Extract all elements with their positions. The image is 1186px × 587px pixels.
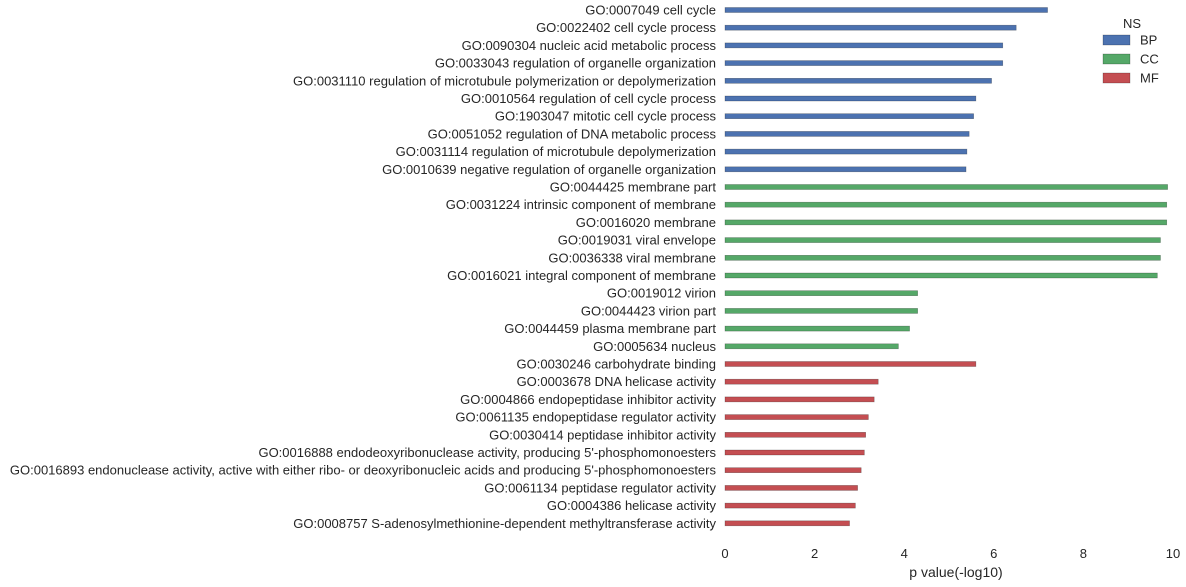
category-label: GO:0051052 regulation of DNA metabolic p… <box>428 126 717 141</box>
bar <box>724 184 1168 190</box>
category-label: GO:0036338 viral membrane <box>548 250 716 265</box>
category-label: GO:0030246 carbohydrate binding <box>517 357 716 372</box>
bar <box>724 148 968 155</box>
bar <box>724 42 1004 49</box>
bar <box>724 272 1158 279</box>
category-label: GO:0004386 helicase activity <box>547 498 717 513</box>
legend-title: NS <box>1123 16 1141 31</box>
legend-swatch <box>1102 53 1131 65</box>
legend-swatch <box>1102 72 1131 84</box>
category-label: GO:0033043 regulation of organelle organ… <box>435 56 716 71</box>
category-label: GO:0016888 endodeoxyribonuclease activit… <box>258 445 716 460</box>
bar <box>724 502 856 509</box>
x-tick-label: 4 <box>901 546 908 561</box>
category-label: GO:0010564 regulation of cell cycle proc… <box>461 91 717 106</box>
x-tick-label: 2 <box>811 546 818 561</box>
category-label: GO:0061134 peptidase regulator activity <box>484 480 716 495</box>
x-tick-label: 0 <box>721 546 728 561</box>
category-label: GO:0005634 nucleus <box>593 339 716 354</box>
bar <box>724 95 977 102</box>
category-label: GO:0010639 negative regulation of organe… <box>382 162 716 177</box>
bar <box>724 78 992 84</box>
bar <box>724 290 918 297</box>
x-axis-label: p value(-log10) <box>909 564 1002 580</box>
bar <box>724 166 967 173</box>
category-label: GO:0030414 peptidase inhibitor activity <box>489 427 716 442</box>
category-label: GO:0044423 virion part <box>581 303 717 318</box>
bar <box>724 201 1168 208</box>
category-label: GO:0019012 virion <box>607 286 716 301</box>
bars-layer <box>724 7 1168 527</box>
category-label: GO:0003678 DNA helicase activity <box>517 374 717 389</box>
category-label: GO:1903047 mitotic cell cycle process <box>495 109 717 124</box>
bar <box>724 520 850 527</box>
bar <box>724 60 1004 66</box>
bar <box>724 24 1017 31</box>
category-label: GO:0016893 endonuclease activity, active… <box>10 463 717 478</box>
x-axis-ticks: 0 2 4 6 8 10 <box>721 546 1180 561</box>
legend-swatch <box>1102 34 1131 46</box>
x-tick-label: 6 <box>990 546 997 561</box>
legend: NS BP CC MF <box>1102 16 1159 86</box>
category-labels: GO:0007049 cell cycle GO:0022402 cell cyc… <box>10 3 717 531</box>
category-label: GO:0090304 nucleic acid metabolic proces… <box>462 38 717 53</box>
bar <box>724 467 862 474</box>
bar <box>724 7 1048 13</box>
bar <box>724 343 899 350</box>
bar <box>724 308 918 314</box>
bar <box>724 325 910 332</box>
bar <box>724 131 970 137</box>
category-label: GO:0031224 intrinsic component of membra… <box>446 197 716 212</box>
bar <box>724 396 875 403</box>
category-label: GO:0019031 viral envelope <box>558 233 716 248</box>
legend-label: BP <box>1140 33 1157 48</box>
bar <box>724 219 1168 226</box>
category-label: GO:0016021 integral component of membran… <box>447 268 716 283</box>
category-label: GO:0008757 S-adenosylmethionine-dependen… <box>293 516 716 531</box>
legend-label: MF <box>1140 71 1159 86</box>
category-label: GO:0044425 membrane part <box>550 180 717 195</box>
category-label: GO:0004866 endopeptidase inhibitor activ… <box>460 392 716 407</box>
bar <box>724 485 858 491</box>
bar <box>724 378 879 385</box>
bar <box>724 414 869 420</box>
bar <box>724 237 1161 243</box>
bar <box>724 361 977 367</box>
bar <box>724 431 866 438</box>
bar <box>724 113 974 119</box>
category-label: GO:0022402 cell cycle process <box>536 20 716 35</box>
category-label: GO:0031114 regulation of microtubule dep… <box>396 144 716 159</box>
legend-entries: BP CC MF <box>1102 33 1159 86</box>
category-label: GO:0016020 membrane <box>576 215 716 230</box>
category-label: GO:0007049 cell cycle <box>585 3 716 18</box>
bar <box>724 255 1161 261</box>
category-label: GO:0031110 regulation of microtubule pol… <box>293 73 716 88</box>
x-tick-label: 8 <box>1080 546 1087 561</box>
bar <box>724 449 865 456</box>
category-label: GO:0044459 plasma membrane part <box>504 321 716 336</box>
x-tick-label: 10 <box>1166 546 1180 561</box>
legend-label: CC <box>1140 52 1159 67</box>
category-label: GO:0061135 endopeptidase regulator activ… <box>455 410 716 425</box>
